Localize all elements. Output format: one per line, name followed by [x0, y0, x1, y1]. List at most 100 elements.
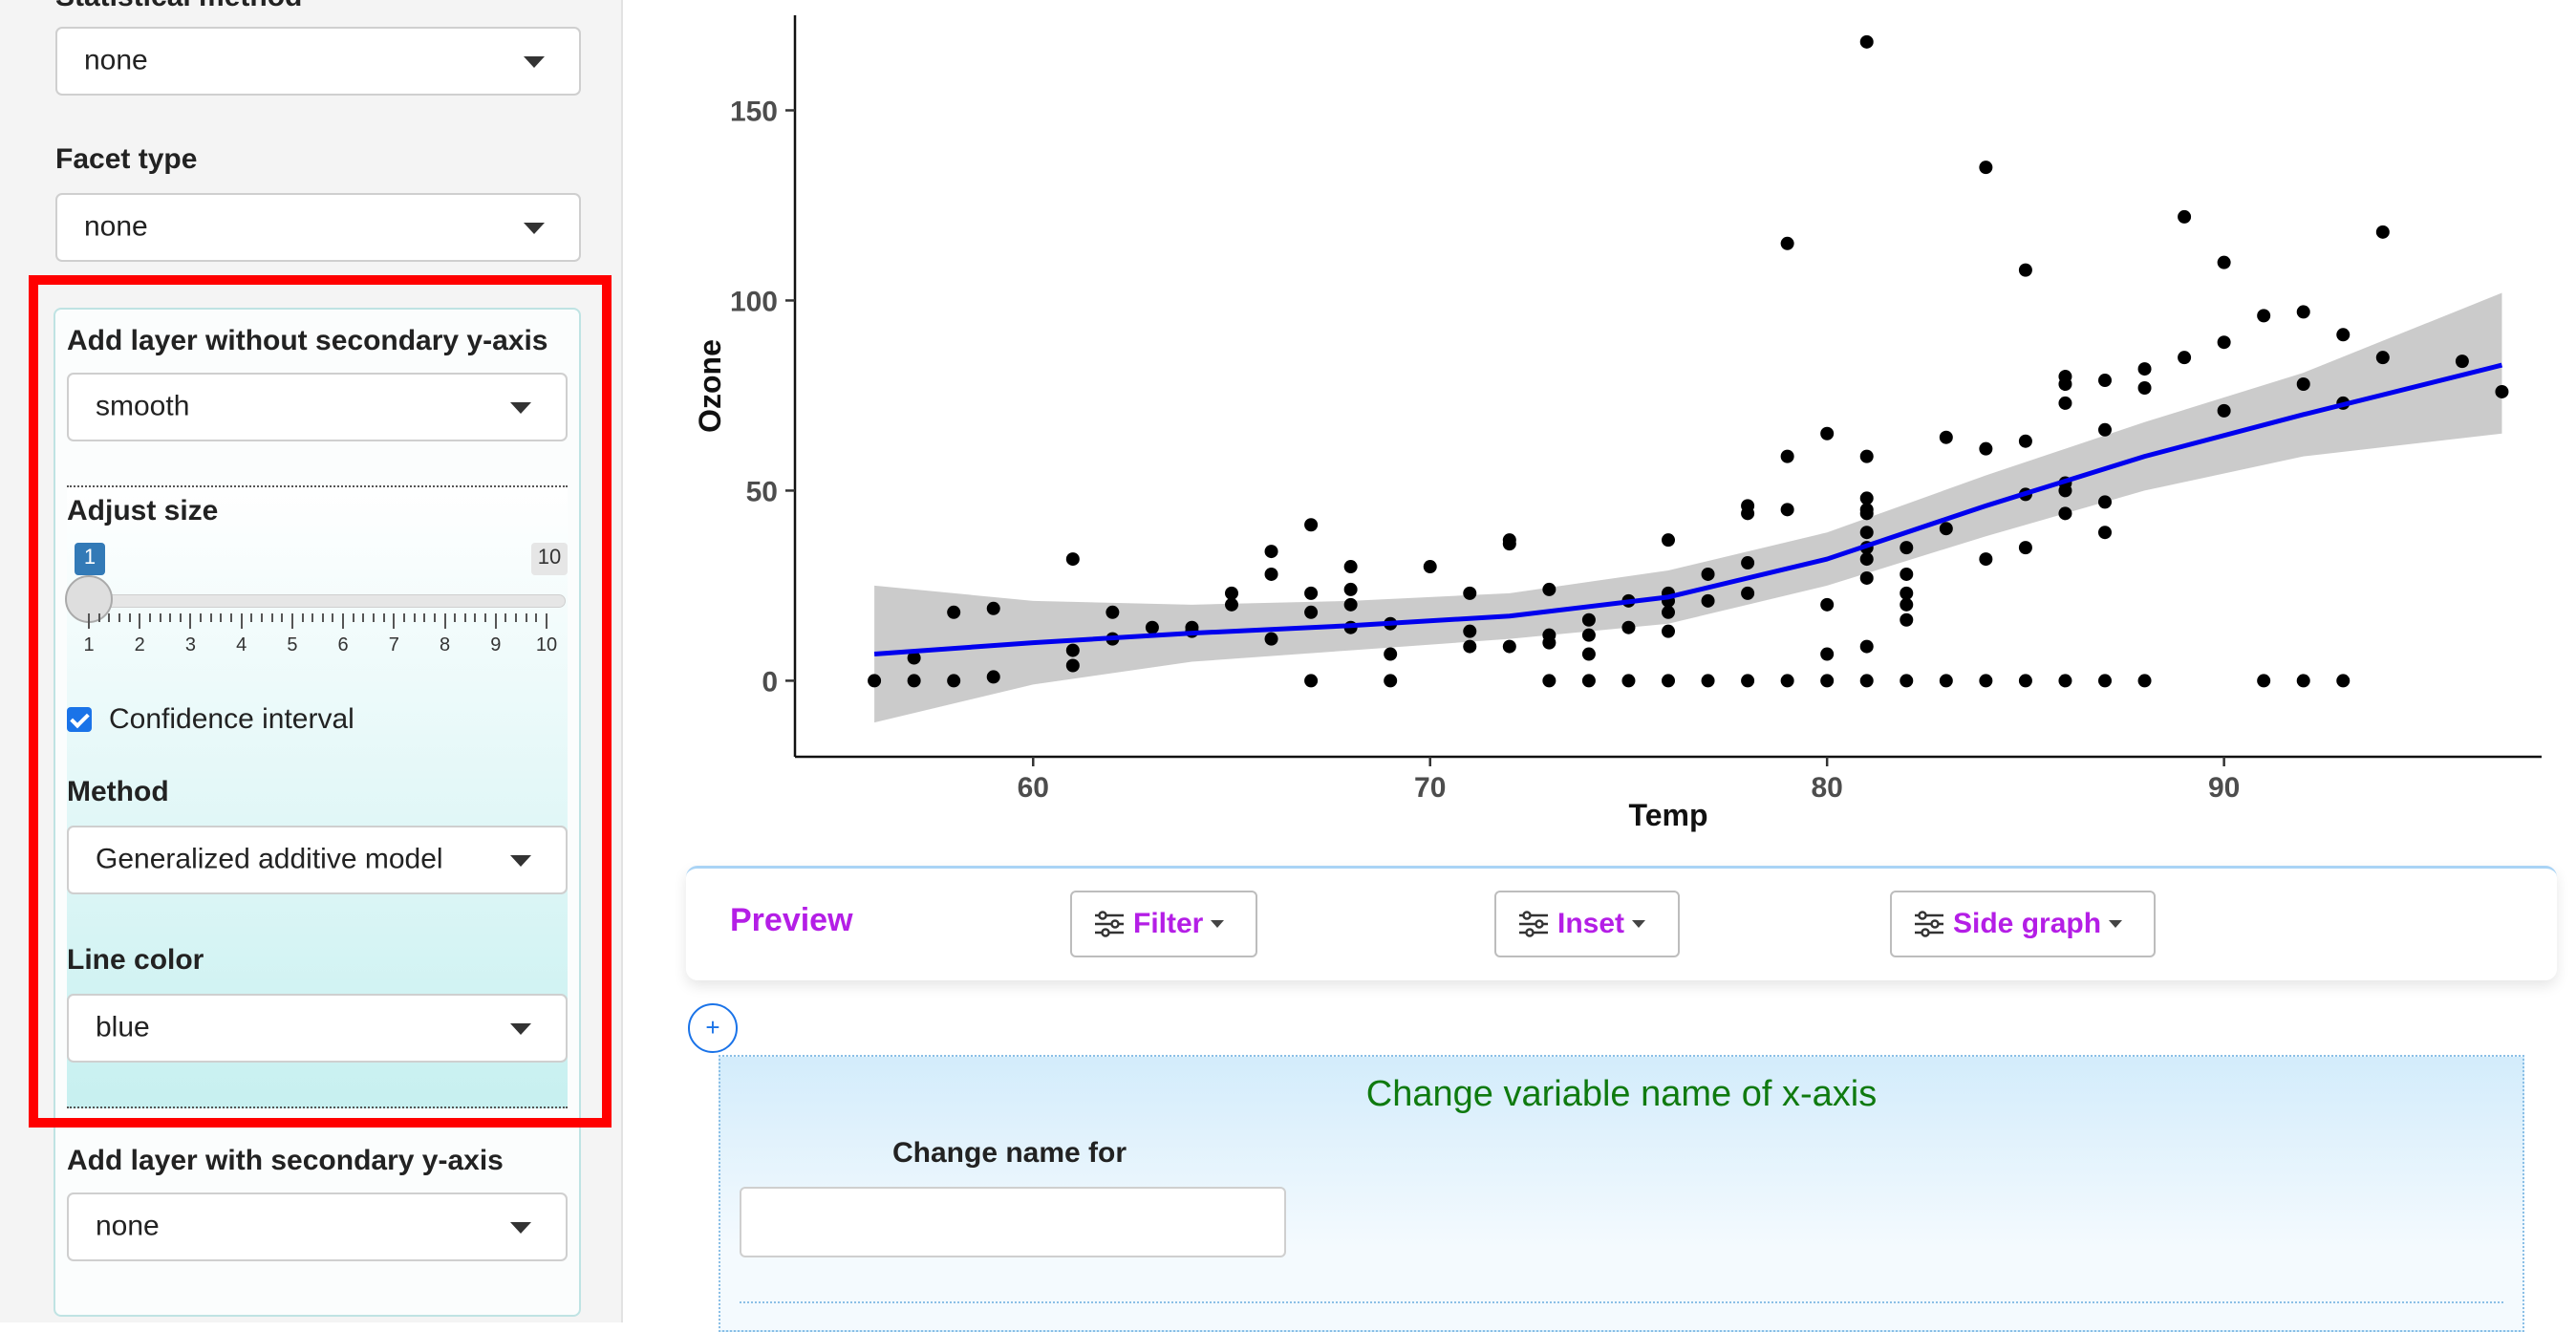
slider-tick [88, 613, 90, 629]
slider-tick-label: 10 [535, 634, 558, 655]
slider-tick [301, 613, 304, 622]
slider-tick [342, 613, 345, 629]
y-tick-label: 150 [730, 96, 778, 127]
slider-tick [200, 613, 203, 622]
data-point [1939, 522, 1953, 536]
layer-with-secondary-select[interactable]: none [67, 1192, 568, 1261]
data-point [1979, 441, 1993, 456]
data-point [2257, 309, 2271, 323]
slider-tick [179, 613, 182, 622]
data-point [2098, 422, 2112, 437]
add-button[interactable]: + [688, 1003, 738, 1053]
slider-tick [128, 613, 131, 622]
layer-without-secondary-value: smooth [96, 390, 190, 422]
slider-tick [118, 613, 120, 622]
data-point [2257, 674, 2271, 688]
facet-type-select[interactable]: none [55, 193, 581, 262]
slider-tick [463, 613, 466, 622]
change-name-label: Change name for [892, 1137, 1127, 1169]
data-point [2375, 225, 2390, 239]
slider-tick [321, 613, 324, 622]
slider-tick [250, 613, 253, 622]
data-point [1900, 674, 1914, 688]
data-point [1542, 674, 1556, 688]
chevron-down-icon [510, 402, 531, 414]
slider-tick [413, 613, 416, 622]
x-tick-label: 70 [1414, 772, 1446, 804]
slider-tick [382, 613, 385, 622]
data-point [1502, 533, 1516, 548]
data-point [2098, 374, 2112, 388]
data-point [1701, 674, 1715, 688]
slider-tick [484, 613, 487, 622]
data-point [907, 651, 921, 665]
data-point [1581, 628, 1596, 642]
data-point [2178, 209, 2192, 224]
data-point [1900, 541, 1914, 555]
data-point [1979, 552, 1993, 567]
y-axis-label: Ozone [693, 339, 727, 433]
data-point [1820, 426, 1835, 440]
slider-tick-label: 2 [134, 634, 145, 655]
data-point [1859, 503, 1874, 517]
data-point [2018, 674, 2032, 688]
data-point [907, 674, 921, 688]
data-point [986, 601, 1000, 615]
divider [67, 1106, 568, 1108]
sliders-icon [1095, 911, 1124, 937]
data-point [2137, 362, 2152, 376]
side-graph-button[interactable]: Side graph [1890, 891, 2156, 957]
inset-button[interactable]: Inset [1494, 891, 1680, 957]
data-point [2296, 674, 2310, 688]
y-tick-label: 50 [746, 476, 778, 507]
line-color-select[interactable]: blue [67, 994, 568, 1063]
slider-tick [270, 613, 273, 622]
data-point [1859, 570, 1874, 585]
data-point [1741, 499, 1755, 513]
slider-tick [332, 613, 334, 622]
slider-tick [402, 613, 405, 622]
slider-tick [515, 613, 518, 622]
data-point [1859, 639, 1874, 654]
data-point [1502, 639, 1516, 654]
data-point [1463, 586, 1477, 600]
slider-tick-label: 5 [287, 634, 298, 655]
x-tick-label: 80 [1811, 772, 1842, 804]
data-point [1900, 586, 1914, 600]
data-point [1979, 161, 1993, 175]
data-point [2137, 674, 2152, 688]
divider [740, 1301, 2503, 1303]
x-tick-label: 90 [2208, 772, 2240, 804]
data-point [2018, 263, 2032, 277]
method-value: Generalized additive model [96, 843, 443, 875]
data-point [2375, 351, 2390, 365]
statistical-method-label: Statistical method [55, 0, 302, 13]
change-name-input[interactable] [740, 1187, 1286, 1257]
data-point [1264, 567, 1278, 581]
layer-without-secondary-select[interactable]: smooth [67, 373, 568, 441]
data-point [1662, 624, 1675, 638]
slider-tick [373, 613, 376, 622]
data-point [2336, 674, 2351, 688]
statistical-method-select[interactable]: none [55, 27, 581, 96]
confidence-interval-checkbox[interactable] [67, 707, 92, 732]
data-point [1780, 236, 1794, 250]
data-point [2296, 305, 2310, 319]
slider-tick [443, 613, 446, 629]
data-point [1384, 674, 1398, 688]
data-point [1423, 560, 1437, 574]
sliders-icon [1915, 911, 1943, 937]
slider-tick [159, 613, 161, 622]
data-point [2018, 434, 2032, 448]
slider-tick [139, 613, 141, 629]
data-point [1701, 593, 1715, 608]
data-point [1780, 503, 1794, 517]
size-slider-handle[interactable] [65, 575, 113, 623]
data-point [1384, 647, 1398, 661]
data-point [2098, 526, 2112, 540]
data-point [2455, 354, 2469, 369]
method-select[interactable]: Generalized additive model [67, 826, 568, 894]
data-point [1859, 674, 1874, 688]
filter-button[interactable]: Filter [1070, 891, 1257, 957]
data-point [2217, 335, 2231, 350]
